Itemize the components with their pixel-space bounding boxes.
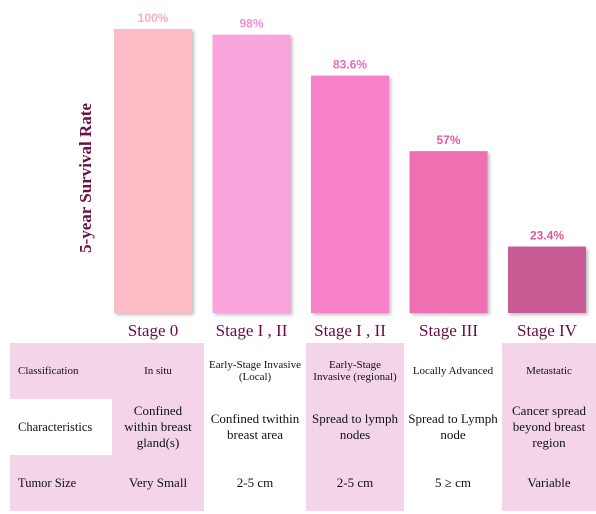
- category-label-stage-1-2-local: Stage I , II: [215, 321, 288, 340]
- table-cell: Spread to lymph nodes: [306, 399, 404, 455]
- table-cell: Confined within breast gland(s): [112, 399, 204, 455]
- value-label-stage-3: 57%: [436, 133, 460, 147]
- row-header-characteristics: Characteristics: [10, 399, 112, 455]
- bar-stage-3: [409, 151, 488, 313]
- table-row-classification: Classification In situ Early-Stage Invas…: [10, 343, 596, 399]
- y-axis-label-text: 5-year Survival Rate: [76, 103, 95, 253]
- category-label-stage-3: Stage III: [418, 321, 478, 340]
- table-row-characteristics: Characteristics Confined within breast g…: [10, 399, 596, 455]
- table-cell: Early-Stage Invasive (regional): [306, 343, 404, 399]
- row-header-classification: Classification: [10, 343, 112, 399]
- table-cell: Variable: [502, 455, 596, 511]
- value-label-stage-0: 100%: [138, 11, 169, 25]
- table-row-tumor-size: Tumor Size Very Small 2-5 cm 2-5 cm 5 ≥ …: [10, 455, 596, 511]
- table-cell: Cancer spread beyond breast region: [502, 399, 596, 455]
- bar-stage-1-2-regional: [311, 75, 389, 314]
- table-cell: Early-Stage Invasive (Local): [204, 343, 306, 399]
- table-cell: In situ: [112, 343, 204, 399]
- table-cell: 5 ≥ cm: [404, 455, 502, 511]
- table-cell: 2-5 cm: [306, 455, 404, 511]
- bars-group: [114, 29, 586, 314]
- survival-bar-chart: 100% 98% 83.6% 57% 23.4%: [114, 11, 586, 314]
- value-labels-group: 100% 98% 83.6% 57% 23.4%: [138, 11, 565, 243]
- table-cell: Metastatic: [502, 343, 596, 399]
- bar-stage-4: [508, 246, 586, 313]
- table-cell: Locally Advanced: [404, 343, 502, 399]
- category-label-stage-1-2-regional: Stage I , II: [314, 321, 386, 340]
- category-labels: Stage 0 Stage I , II Stage I , II Stage …: [0, 321, 596, 343]
- bar-stage-1-2-local: [212, 34, 291, 314]
- value-label-stage-1-2-local: 98%: [239, 17, 263, 31]
- value-label-stage-1-2-regional: 83.6%: [333, 58, 367, 72]
- table-cell: Very Small: [112, 455, 204, 511]
- row-header-tumor-size: Tumor Size: [10, 455, 112, 511]
- table-cell: Spread to Lymph node: [404, 399, 502, 455]
- value-label-stage-4: 23.4%: [530, 229, 564, 243]
- bar-stage-0: [114, 29, 192, 313]
- category-label-stage-4: Stage IV: [517, 321, 577, 340]
- category-label-stage-0: Stage 0: [127, 321, 179, 340]
- table-cell: 2-5 cm: [204, 455, 306, 511]
- table-cell: Confined twithin breast area: [204, 399, 306, 455]
- stage-info-table: Classification In situ Early-Stage Invas…: [10, 343, 596, 511]
